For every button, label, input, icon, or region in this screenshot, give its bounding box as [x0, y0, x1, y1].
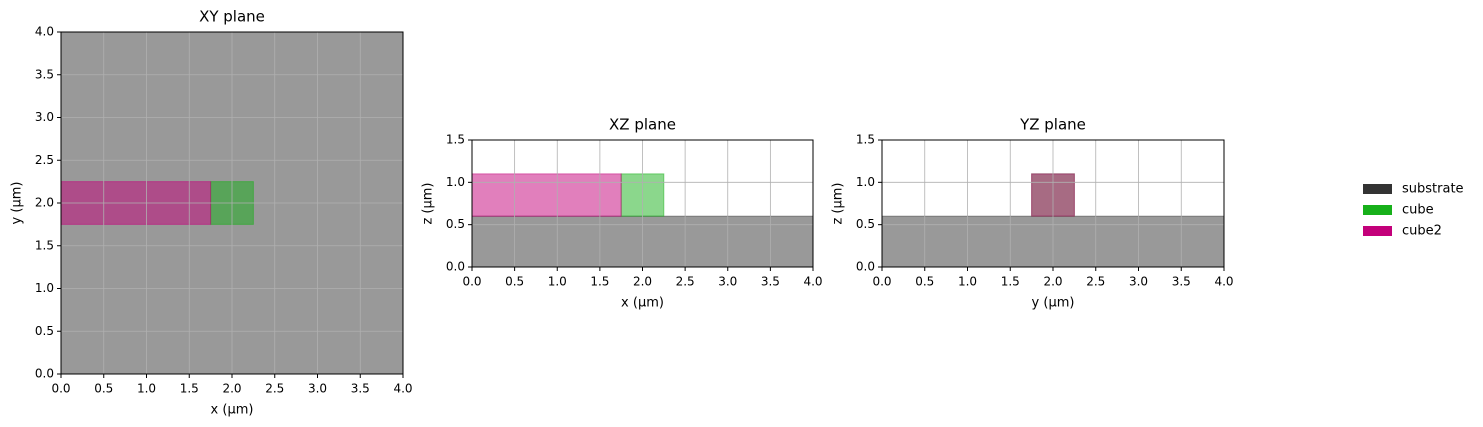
- y-tick-label: 1.0: [35, 281, 54, 295]
- legend-swatch: [1363, 205, 1392, 215]
- y-axis-label: z (µm): [831, 182, 846, 224]
- y-tick-label: 0.0: [856, 260, 875, 274]
- x-tick-label: 2.5: [676, 275, 695, 289]
- legend-label: cube2: [1402, 224, 1442, 239]
- legend-swatch: [1363, 184, 1392, 194]
- y-tick-label: 1.0: [446, 175, 465, 189]
- x-tick-label: 1.0: [958, 275, 977, 289]
- shape: [471, 173, 622, 217]
- y-tick-label: 2.5: [35, 153, 54, 167]
- axes-frame: [881, 139, 1225, 268]
- subplot: 0.0 0.5 1.0 1.5 2.0 2.5 3.0 3.5 4.0 0.0 0.5 1.0 1.5 Y…: [831, 116, 1234, 311]
- subplot: 0.0 0.5 1.0 1.5 2.0 2.5 3.0 3.5 4.0 0.0 0.5 1.0 1.5 2…: [10, 8, 413, 418]
- x-tick-label: 4.0: [393, 382, 412, 396]
- x-axis-label: x (µm): [621, 296, 664, 311]
- x-tick-label: 3.0: [1129, 275, 1148, 289]
- legend-label: substrate: [1402, 182, 1464, 197]
- x-tick-label: 0.5: [915, 275, 934, 289]
- x-tick-label: 2.0: [633, 275, 652, 289]
- x-tick-label: 3.0: [308, 382, 327, 396]
- x-axis-label: y (µm): [1032, 296, 1075, 311]
- x-tick-label: 2.5: [1086, 275, 1105, 289]
- legend-label: cube: [1402, 203, 1434, 218]
- x-axis-label: x (µm): [211, 403, 254, 418]
- y-tick-label: 3.5: [35, 67, 54, 81]
- x-tick-label: 3.5: [761, 275, 780, 289]
- y-axis-label: y (µm): [10, 182, 25, 225]
- y-tick-label: 1.5: [446, 133, 465, 147]
- x-tick-label: 4.0: [1214, 275, 1233, 289]
- x-tick-label: 2.0: [222, 382, 241, 396]
- axes-frame: [60, 31, 404, 375]
- x-tick-label: 1.5: [180, 382, 199, 396]
- x-tick-label: 4.0: [803, 275, 822, 289]
- legend-swatch: [1363, 226, 1392, 236]
- x-tick-label: 0.5: [505, 275, 524, 289]
- y-tick-label: 1.5: [856, 133, 875, 147]
- x-tick-label: 3.5: [351, 382, 370, 396]
- x-tick-label: 1.0: [137, 382, 156, 396]
- chart-title: YZ plane: [1019, 116, 1086, 134]
- chart-title: XY plane: [199, 8, 265, 26]
- x-tick-label: 0.0: [51, 382, 70, 396]
- x-tick-label: 1.0: [548, 275, 567, 289]
- y-tick-label: 0.5: [446, 217, 465, 231]
- legend: substrate cube cube2: [1363, 182, 1464, 239]
- x-tick-label: 1.5: [590, 275, 609, 289]
- subplot: 0.0 0.5 1.0 1.5 2.0 2.5 3.0 3.5 4.0 0.0 0.5 1.0 1.5 X…: [421, 116, 823, 311]
- y-tick-label: 0.5: [856, 217, 875, 231]
- x-tick-label: 0.5: [94, 382, 113, 396]
- x-tick-label: 1.5: [1001, 275, 1020, 289]
- y-tick-label: 2.0: [35, 196, 54, 210]
- x-tick-label: 0.0: [872, 275, 891, 289]
- y-tick-label: 1.0: [856, 175, 875, 189]
- y-axis-label: z (µm): [421, 182, 436, 224]
- y-tick-label: 0.5: [35, 324, 54, 338]
- y-tick-label: 0.0: [446, 260, 465, 274]
- x-tick-label: 0.0: [462, 275, 481, 289]
- x-tick-label: 2.5: [265, 382, 284, 396]
- y-tick-label: 4.0: [35, 25, 54, 39]
- x-tick-label: 3.0: [718, 275, 737, 289]
- y-tick-label: 0.0: [35, 367, 54, 381]
- y-tick-label: 3.0: [35, 110, 54, 124]
- axes-frame: [471, 139, 814, 268]
- y-tick-label: 1.5: [35, 238, 54, 252]
- x-tick-label: 3.5: [1172, 275, 1191, 289]
- x-tick-label: 2.0: [1043, 275, 1062, 289]
- chart-title: XZ plane: [609, 116, 676, 134]
